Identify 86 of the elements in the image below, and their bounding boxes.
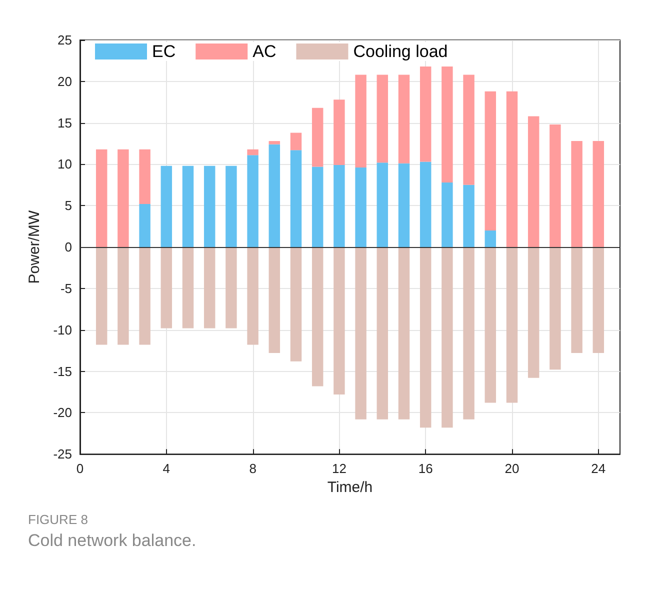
- bar: [463, 74, 474, 185]
- y-tick-label: -15: [53, 364, 72, 379]
- x-tick-label: 20: [504, 461, 520, 476]
- bar: [334, 100, 345, 166]
- x-tick-label: 12: [332, 461, 346, 476]
- legend-label: AC: [252, 42, 276, 61]
- bar: [334, 165, 345, 248]
- bar: [226, 166, 237, 248]
- bar: [96, 247, 108, 345]
- bar: [312, 247, 324, 386]
- bar: [96, 149, 108, 248]
- bar: [182, 166, 194, 248]
- bar: [398, 247, 410, 420]
- bar: [442, 247, 453, 428]
- bar: [420, 162, 432, 248]
- bar: [247, 247, 258, 345]
- bar: [268, 144, 280, 248]
- y-axis-title: Power/MW: [26, 210, 43, 284]
- bar: [506, 91, 518, 248]
- bar: [376, 162, 388, 248]
- bar: [204, 166, 216, 248]
- y-tick-label: 5: [64, 198, 72, 214]
- bar: [420, 66, 432, 162]
- bar: [550, 124, 561, 248]
- bar: [290, 150, 302, 248]
- y-tick-label: 15: [58, 115, 72, 130]
- bar: [355, 74, 366, 168]
- bar: [463, 184, 474, 248]
- bar: [290, 132, 302, 150]
- bar: [398, 163, 410, 248]
- bar: [355, 247, 366, 420]
- y-tick-label: -5: [60, 280, 72, 296]
- bar: [398, 74, 410, 164]
- bar: [118, 247, 129, 345]
- caption: FIGURE 8: [28, 512, 89, 527]
- bar: [160, 247, 172, 328]
- y-tick-label: 0: [64, 240, 72, 255]
- bar: [571, 141, 582, 248]
- x-axis-title: Time/h: [327, 479, 373, 496]
- bar: [268, 247, 280, 354]
- legend-label: Cooling load: [353, 42, 448, 61]
- x-tick-label: 8: [249, 461, 256, 476]
- text: Cold network balance.: [28, 531, 196, 551]
- bar: [290, 247, 302, 362]
- x-tick-label: 4: [162, 461, 170, 476]
- bar: [442, 66, 453, 182]
- y-tick-label: -10: [53, 322, 72, 338]
- bar: [484, 230, 496, 248]
- bar: [160, 166, 172, 248]
- bar: [247, 149, 258, 156]
- bar: [550, 247, 561, 370]
- bar: [528, 116, 540, 248]
- y-tick-label: 20: [58, 74, 72, 89]
- bar: [506, 247, 518, 403]
- y-tick-label: 25: [58, 32, 72, 48]
- bar: [334, 247, 345, 394]
- bar: [204, 247, 216, 328]
- y-tick-label: -25: [53, 446, 72, 462]
- y-tick-label: 10: [58, 156, 72, 172]
- bar: [268, 141, 280, 144]
- bar: [139, 149, 150, 204]
- x-tick-label: 16: [418, 461, 433, 476]
- bar: [484, 91, 496, 230]
- legend-label: EC: [152, 42, 176, 61]
- bar: [376, 247, 388, 420]
- bar: [592, 141, 604, 248]
- bar: [592, 247, 604, 354]
- bar: [484, 247, 496, 403]
- bar: [528, 247, 540, 378]
- bar: [571, 247, 582, 354]
- bar: [139, 247, 150, 345]
- bar: [312, 108, 324, 167]
- bar: [463, 247, 474, 420]
- x-tick-label: 0: [76, 461, 84, 476]
- bar: [118, 149, 129, 248]
- bar: [247, 155, 258, 248]
- x-tick-label: 24: [591, 461, 606, 476]
- bar: [420, 247, 432, 428]
- bar: [355, 168, 366, 248]
- y-tick-label: -20: [53, 405, 72, 420]
- bar: [226, 247, 237, 328]
- bar: [139, 204, 150, 248]
- bar: [312, 166, 324, 248]
- bar: [442, 182, 453, 248]
- bar: [376, 74, 388, 163]
- bar: [182, 247, 194, 328]
